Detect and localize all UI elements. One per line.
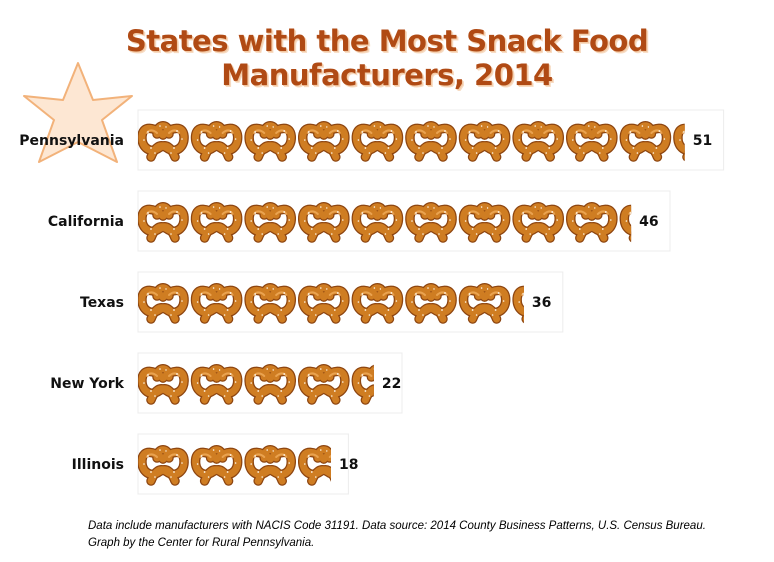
pretzel-icon (410, 287, 452, 319)
value-label: 36 (532, 295, 551, 311)
pretzel-icon (142, 449, 184, 481)
pretzel-icon (249, 449, 291, 481)
pretzel-icon (196, 287, 238, 319)
bar-texas (142, 287, 559, 319)
bar-row-texas: Texas 36 (80, 271, 564, 333)
bar-row-california: California 46 (48, 190, 671, 252)
pretzel-icon (624, 125, 666, 157)
pretzel-icon (410, 206, 452, 238)
pretzel-icon (356, 125, 398, 157)
value-label: 46 (639, 214, 658, 230)
bar-track (137, 352, 403, 414)
pretzel-icon (142, 125, 184, 157)
pretzel-icon (464, 206, 506, 238)
bar-row-new-york: New York 22 (50, 352, 403, 414)
pretzel-icon (464, 125, 506, 157)
highlight-star-icon (23, 62, 133, 163)
footnote-credit: Graph by the Center for Rural Pennsylvan… (88, 537, 315, 549)
value-label: 18 (339, 457, 358, 473)
chart-title: States with the Most Snack Food Manufact… (125, 24, 649, 92)
footnote: Data include manufacturers with NACIS Co… (88, 518, 748, 552)
footnote-source: Data include manufacturers with NACIS Co… (88, 520, 706, 532)
pretzel-icon (303, 125, 345, 157)
pretzel-icon (517, 125, 559, 157)
pretzel-icon (303, 206, 345, 238)
pretzel-icon (142, 368, 184, 400)
category-label: California (48, 214, 124, 230)
bar-illinois (142, 449, 345, 481)
pretzel-icon (464, 287, 506, 319)
pretzel-icon (249, 368, 291, 400)
pretzel-icon (196, 449, 238, 481)
pretzel-icon (196, 125, 238, 157)
value-label: 22 (382, 376, 401, 392)
bar-california (142, 206, 667, 238)
pretzel-icon (410, 125, 452, 157)
bar-new-york (142, 368, 399, 400)
bar-track (137, 433, 349, 495)
pretzel-icon (142, 206, 184, 238)
pretzel-icon (356, 206, 398, 238)
bar-track (137, 190, 671, 252)
pretzel-icon (356, 287, 398, 319)
pretzel-icon (571, 206, 613, 238)
category-label: New York (50, 376, 124, 392)
pretzel-icon (249, 206, 291, 238)
value-label: 51 (693, 133, 712, 149)
bar-row-illinois: Illinois 18 (72, 433, 358, 495)
pretzel-icon (196, 206, 238, 238)
pretzel-icon (142, 287, 184, 319)
bar-row-pennsylvania: Pennsylvania 51 (19, 109, 725, 171)
category-label: Texas (80, 295, 124, 311)
pretzel-icon (517, 206, 559, 238)
pretzel-icon (249, 287, 291, 319)
pretzel-icon (303, 368, 345, 400)
pretzel-icon (303, 287, 345, 319)
category-label: Illinois (72, 457, 124, 473)
pretzel-icon (249, 125, 291, 157)
pretzel-icon (571, 125, 613, 157)
pretzel-icon (196, 368, 238, 400)
bar-pennsylvania (142, 125, 720, 157)
category-label: Pennsylvania (19, 133, 124, 149)
